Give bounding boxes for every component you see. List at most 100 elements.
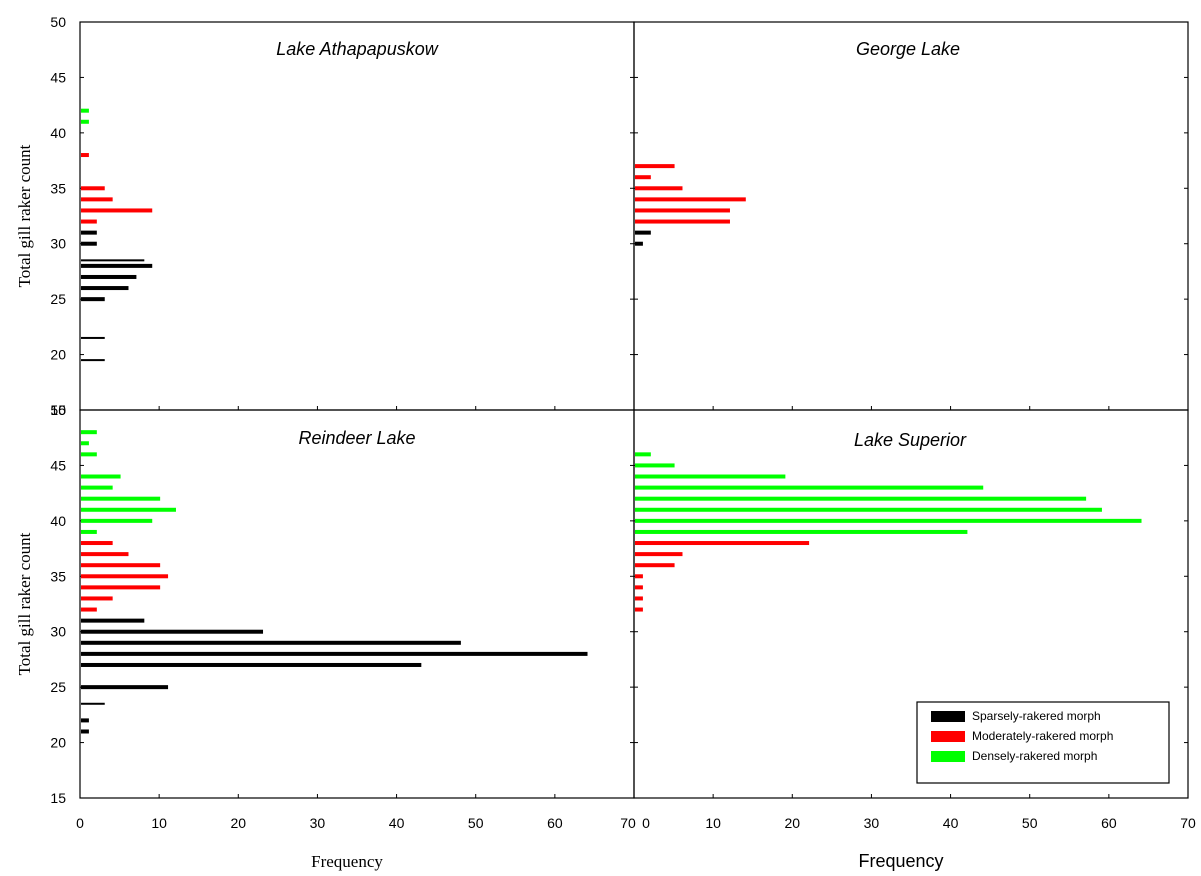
- bar-densely-rakered-morph-41: [81, 507, 176, 512]
- bar-sparsely-rakered-morph-26: [81, 286, 129, 291]
- x-tick-label: 10: [151, 815, 167, 831]
- bar-densely-rakered-morph-44: [635, 474, 786, 479]
- bar-densely-rakered-morph-46: [81, 452, 97, 457]
- legend-swatch-densely-rakered-morph: [931, 751, 965, 762]
- panel-lake-athapapuskow: 15 20 25 30 35 40 45 50 Lake Athapapuskow Total g…: [15, 14, 635, 418]
- bar-moderately-rakered-morph-35: [635, 186, 683, 191]
- y-tick-label: 50: [50, 402, 66, 418]
- bar-moderately-rakered-morph-35: [81, 574, 169, 579]
- bar-sparsely-rakered-morph-22: [81, 718, 89, 723]
- bar-densely-rakered-morph-42: [635, 496, 1087, 501]
- plot-frame: [79, 21, 635, 411]
- bar-moderately-rakered-morph-34: [81, 585, 161, 590]
- bar-sparsely-rakered-morph-31: [81, 230, 97, 235]
- panel-title: George Lake: [856, 39, 960, 59]
- bar-sparsely-rakered-morph-30: [81, 241, 97, 246]
- bar-sparsely-rakered-morph-31: [635, 230, 651, 235]
- bar-densely-rakered-morph-48: [81, 430, 97, 435]
- x-tick-label: 60: [1101, 815, 1117, 831]
- legend-swatch-moderately-rakered-morph: [931, 731, 965, 742]
- y-tick-label: 15: [50, 402, 66, 418]
- bar-moderately-rakered-morph-34: [81, 197, 113, 202]
- x-tick-label: 60: [547, 815, 563, 831]
- y-tick-label: 35: [50, 568, 66, 584]
- bar-moderately-rakered-morph-34: [635, 585, 643, 590]
- bar-sparsely-rakered-morph-21: [81, 729, 89, 734]
- x-tick-label: 40: [943, 815, 959, 831]
- bar-sparsely-rakered-morph-28_5: [81, 259, 145, 262]
- x-tick-label: 70: [1180, 815, 1196, 831]
- y-tick-label: 45: [50, 69, 66, 85]
- bar-sparsely-rakered-morph-28: [81, 263, 153, 268]
- bar-moderately-rakered-morph-35: [81, 186, 105, 191]
- bar-densely-rakered-morph-39: [635, 529, 968, 534]
- x-tick-label: 70: [620, 815, 636, 831]
- bar-moderately-rakered-morph-36: [635, 563, 675, 568]
- bar-densely-rakered-morph-41: [635, 507, 1102, 512]
- legend-label-densely-rakered-morph: Densely-rakered morph: [972, 749, 1097, 763]
- y-tick-label: 30: [50, 624, 66, 640]
- x-axis-label: Frequency: [311, 852, 383, 871]
- x-tick-label: 10: [705, 815, 721, 831]
- y-tick-label: 35: [50, 180, 66, 196]
- y-tick-label: 15: [50, 790, 66, 806]
- panel-title: Reindeer Lake: [298, 428, 415, 448]
- y-tick-label: 25: [50, 679, 66, 695]
- bar-densely-rakered-morph-46: [635, 452, 651, 457]
- x-tick-label: 30: [864, 815, 880, 831]
- bar-sparsely-rakered-morph-30: [81, 629, 264, 634]
- bar-sparsely-rakered-morph-28: [81, 651, 588, 656]
- bar-moderately-rakered-morph-32: [635, 219, 730, 224]
- bar-moderately-rakered-morph-32: [635, 607, 643, 612]
- bar-densely-rakered-morph-40: [635, 518, 1142, 523]
- bar-moderately-rakered-morph-37: [81, 552, 129, 557]
- y-tick-label: 25: [50, 291, 66, 307]
- bar-densely-rakered-morph-43: [81, 485, 113, 490]
- bar-sparsely-rakered-morph-27: [81, 274, 137, 279]
- bar-densely-rakered-morph-42: [81, 108, 89, 113]
- x-tick-label: 20: [230, 815, 246, 831]
- plot-frame: [633, 21, 1189, 411]
- x-tick-label: 30: [310, 815, 326, 831]
- bar-sparsely-rakered-morph-29: [81, 640, 461, 645]
- panel-reindeer-lake: 15 20 25 30 35 40 45 50 0 10 20 30 40 50 60 70 Reindeer …: [15, 402, 636, 871]
- bar-moderately-rakered-morph-33: [81, 596, 113, 601]
- y-tick-label: 50: [50, 14, 66, 30]
- bar-densely-rakered-morph-40: [81, 518, 153, 523]
- bar-densely-rakered-morph-39: [81, 529, 97, 534]
- bar-moderately-rakered-morph-35: [635, 574, 643, 579]
- y-tick-label: 30: [50, 236, 66, 252]
- y-axis-label: Total gill raker count: [15, 144, 34, 287]
- panel-lake-superior: 0 10 20 30 40 50 60 70 Lake Superior Frequency: [633, 409, 1196, 871]
- y-axis-label: Total gill raker count: [15, 532, 34, 675]
- x-tick-label: 50: [1022, 815, 1038, 831]
- bar-densely-rakered-morph-45: [635, 463, 675, 468]
- bar-moderately-rakered-morph-37: [635, 552, 683, 557]
- bar-moderately-rakered-morph-38: [81, 541, 113, 546]
- x-tick-label: 50: [468, 815, 484, 831]
- bar-densely-rakered-morph-41: [81, 119, 89, 124]
- bar-sparsely-rakered-morph-21_5: [81, 336, 105, 339]
- bar-sparsely-rakered-morph-25: [81, 297, 105, 302]
- bar-moderately-rakered-morph-32: [81, 219, 97, 224]
- y-tick-label: 20: [50, 347, 66, 363]
- x-tick-label: 40: [389, 815, 405, 831]
- bar-moderately-rakered-morph-36: [81, 563, 161, 568]
- x-tick-label: 0: [642, 815, 650, 831]
- plot-frame: [79, 409, 635, 799]
- bar-moderately-rakered-morph-33: [635, 208, 730, 213]
- panel-title: Lake Superior: [854, 430, 967, 450]
- bar-moderately-rakered-morph-36: [635, 175, 651, 180]
- y-tick-label: 45: [50, 457, 66, 473]
- bar-sparsely-rakered-morph-25: [81, 685, 169, 690]
- bar-moderately-rakered-morph-38: [81, 153, 89, 158]
- bar-moderately-rakered-morph-38: [635, 541, 810, 546]
- bar-moderately-rakered-morph-34: [635, 197, 746, 202]
- panel-title: Lake Athapapuskow: [276, 39, 438, 59]
- bar-moderately-rakered-morph-32: [81, 607, 97, 612]
- bar-sparsely-rakered-morph-27: [81, 662, 422, 667]
- bar-densely-rakered-morph-44: [81, 474, 121, 479]
- bar-moderately-rakered-morph-37: [635, 164, 675, 169]
- legend: Sparsely-rakered morph Moderately-rakered…: [916, 701, 1170, 784]
- bar-sparsely-rakered-morph-30: [635, 241, 643, 246]
